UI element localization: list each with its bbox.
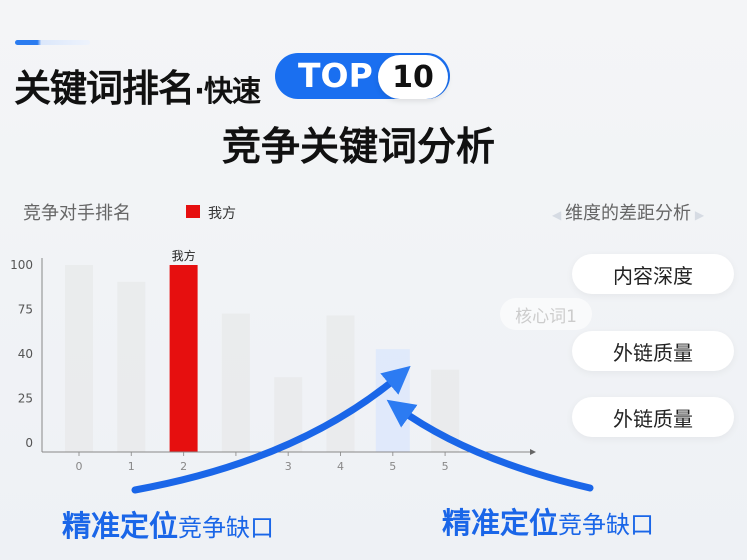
x-tick-label: 5 [442, 460, 449, 473]
caption-right-big: 精准定位 [442, 506, 559, 540]
bar [117, 281, 146, 452]
curved-arrow-icon [386, 399, 594, 492]
badge-top-text: TOP [298, 56, 373, 95]
y-tick-label: 100 [10, 258, 33, 272]
rank-label: 竞争对手排名 [23, 203, 131, 224]
caption-left-small: 竞争缺口 [178, 514, 275, 542]
bar-data-label: 我方 [172, 248, 196, 263]
badge-number: 10 [378, 55, 448, 99]
dimension-item: 外链质量 [572, 397, 734, 437]
caption-right-small: 竞争缺口 [558, 511, 655, 539]
bar [326, 315, 355, 452]
bar [65, 265, 93, 452]
x-tick-label: 3 [285, 460, 292, 473]
subtitle: 竞争关键词分析 [222, 125, 496, 170]
caption-left: 精准定位竞争缺口 [62, 503, 274, 545]
legend-swatch [186, 205, 200, 218]
core-word-chip: 核心词1 [500, 298, 592, 330]
x-tick-label: 0 [76, 460, 83, 473]
x-tick-label: 5 [389, 460, 396, 473]
y-tick-label: 0 [25, 436, 33, 450]
dimension-label-text: 维度的差距分析 [565, 203, 692, 224]
y-tick-label: 75 [18, 303, 33, 317]
x-axis-arrow-icon [530, 449, 536, 455]
legend-text: 我方 [208, 206, 236, 222]
y-tick-label: 40 [18, 347, 33, 361]
dimension-label: ◀ 维度的差距分析 ▶ [552, 199, 704, 225]
caption-right: 精准定位竞争缺口 [442, 500, 654, 542]
x-tick-label: 1 [128, 460, 135, 473]
bar [221, 313, 250, 452]
dimension-item: 内容深度 [572, 254, 734, 294]
chevron-left-icon: ◀ [552, 208, 566, 222]
title-suffix: ·快速 [194, 74, 261, 108]
curved-arrow-icon [131, 365, 411, 494]
bar [375, 349, 410, 452]
x-tick-label: 2 [180, 460, 187, 473]
dimension-item: 外链质量 [572, 331, 734, 371]
bar-ours [169, 265, 198, 452]
chevron-right-icon: ▶ [691, 208, 705, 222]
x-tick-label: 4 [337, 460, 344, 473]
caption-left-big: 精准定位 [62, 509, 179, 543]
accent-bar [15, 40, 90, 45]
title-main: 关键词排名 [14, 67, 195, 110]
y-tick-label: 25 [18, 392, 33, 406]
page-title: 关键词排名·快速 [14, 58, 261, 112]
